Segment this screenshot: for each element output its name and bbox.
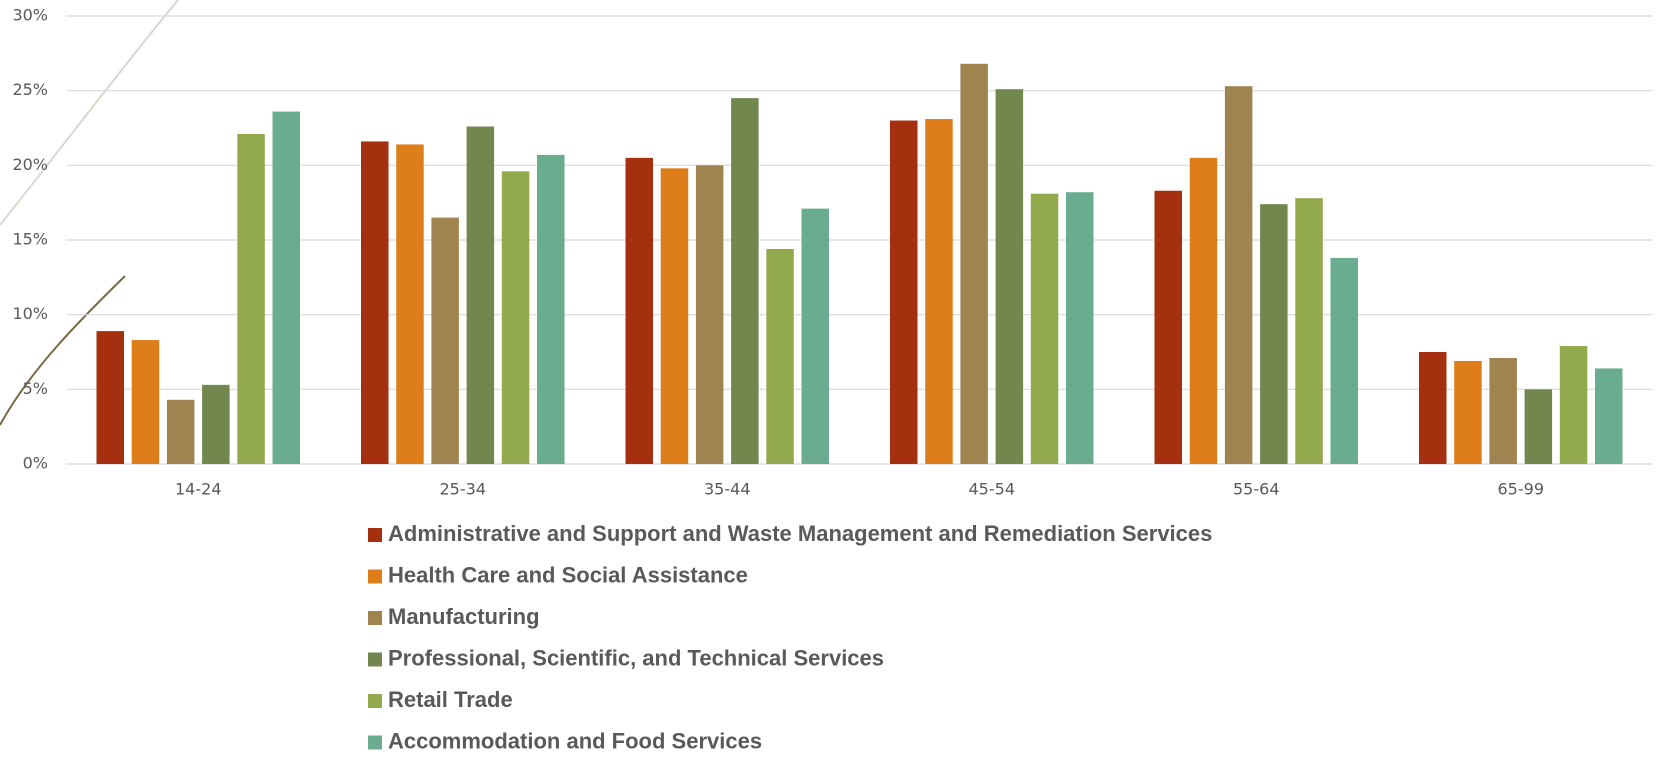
- x-tick-label: 25-34: [440, 480, 487, 499]
- legend-swatch: [368, 611, 382, 625]
- bar: [466, 126, 495, 465]
- bar: [1524, 389, 1553, 464]
- y-tick-label: 15%: [12, 230, 48, 249]
- bar: [660, 168, 689, 464]
- legend-label: Manufacturing: [388, 604, 540, 629]
- bar: [890, 120, 918, 465]
- y-tick-label: 10%: [12, 304, 48, 323]
- bar: [766, 248, 794, 464]
- bar: [625, 157, 653, 464]
- bar: [1189, 157, 1218, 464]
- bar: [1559, 346, 1588, 464]
- legend-label: Accommodation and Food Services: [388, 728, 762, 753]
- bar: [1066, 192, 1094, 465]
- y-tick-label: 30%: [12, 6, 48, 25]
- bar: [695, 165, 724, 465]
- bar: [396, 144, 424, 464]
- legend-label: Retail Trade: [388, 687, 513, 712]
- decoration: [0, 275, 126, 426]
- legend-swatch: [368, 694, 382, 708]
- bar: [361, 141, 389, 464]
- legend-label: Health Care and Social Assistance: [388, 562, 748, 587]
- bar: [166, 399, 195, 464]
- bar: [925, 119, 953, 464]
- bar: [995, 89, 1024, 464]
- bar: [131, 340, 160, 464]
- bar: [1030, 193, 1059, 464]
- bar: [96, 331, 124, 464]
- x-tick-label: 65-99: [1498, 480, 1545, 499]
- bar: [1419, 352, 1447, 464]
- bar: [1489, 357, 1517, 464]
- decoration: [0, 0, 179, 226]
- bar: [801, 208, 829, 464]
- legend-swatch: [368, 569, 382, 584]
- x-tick-label: 14-24: [175, 480, 222, 499]
- y-tick-label: 20%: [12, 155, 48, 174]
- legend-swatch: [368, 528, 382, 542]
- y-tick-label: 25%: [12, 80, 48, 99]
- bar: [202, 384, 230, 464]
- bar: [1154, 190, 1182, 464]
- bar: [501, 171, 530, 464]
- y-tick-label: 5%: [23, 379, 48, 398]
- legend-label: Professional, Scientific, and Technical …: [388, 645, 884, 670]
- bar: [431, 217, 459, 464]
- x-tick-label: 45-54: [969, 480, 1016, 499]
- bar: [731, 98, 759, 464]
- bar: [1595, 368, 1623, 464]
- x-tick-label: 35-44: [704, 480, 751, 499]
- bar: [237, 133, 265, 464]
- bar: [1224, 86, 1253, 464]
- bar: [1295, 198, 1323, 465]
- bar: [960, 63, 988, 464]
- bar: [1330, 257, 1358, 464]
- bar: [1260, 204, 1288, 464]
- bar: [272, 111, 300, 464]
- y-tick-label: 0%: [23, 454, 48, 473]
- legend-swatch: [368, 652, 382, 667]
- legend-label: Administrative and Support and Waste Man…: [388, 521, 1212, 546]
- bar: [1454, 360, 1482, 464]
- bar: [537, 154, 565, 464]
- legend-swatch: [368, 735, 382, 750]
- x-tick-label: 55-64: [1233, 480, 1280, 499]
